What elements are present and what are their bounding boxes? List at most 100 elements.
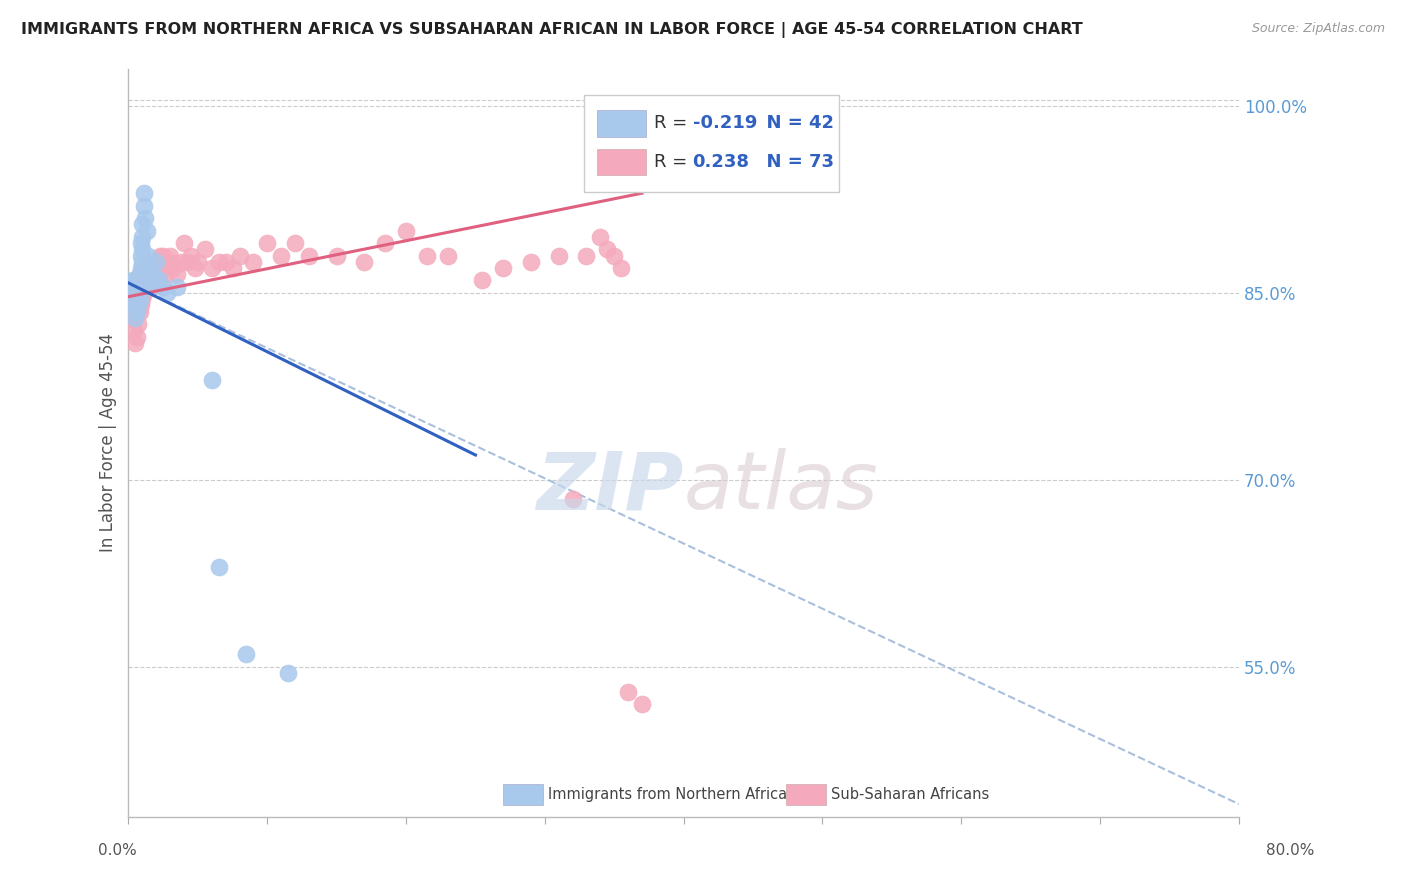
FancyBboxPatch shape: [598, 149, 645, 176]
Point: [125, 329, 148, 343]
Point: [121, 273, 143, 287]
Point: [166, 267, 188, 281]
Point: [150, 260, 173, 275]
Point: [120, 298, 142, 312]
Point: [208, 560, 231, 574]
Text: -0.219: -0.219: [693, 114, 756, 132]
Text: Immigrants from Northern Africa: Immigrants from Northern Africa: [548, 788, 787, 802]
Point: [138, 254, 160, 268]
Point: [120, 298, 142, 312]
Point: [156, 254, 179, 268]
Point: [201, 373, 224, 387]
Point: [127, 317, 149, 331]
Point: [547, 248, 569, 262]
Point: [132, 285, 155, 300]
Point: [131, 218, 153, 232]
Point: [135, 224, 157, 238]
Point: [129, 285, 152, 300]
Point: [416, 248, 439, 262]
Point: [242, 254, 264, 268]
Point: [187, 254, 209, 268]
Point: [201, 260, 224, 275]
Point: [194, 242, 217, 256]
Point: [131, 254, 153, 268]
Point: [124, 310, 146, 325]
Point: [284, 235, 307, 250]
Point: [124, 298, 146, 312]
Point: [129, 298, 152, 312]
Point: [136, 279, 159, 293]
Point: [603, 248, 626, 262]
Point: [184, 260, 207, 275]
Point: [173, 235, 195, 250]
Point: [153, 254, 176, 268]
Point: [152, 279, 174, 293]
Point: [146, 254, 169, 268]
Point: [138, 273, 160, 287]
Point: [129, 248, 152, 262]
Text: N = 73: N = 73: [754, 153, 834, 171]
Point: [159, 248, 181, 262]
Point: [162, 260, 184, 275]
Text: atlas: atlas: [683, 449, 879, 526]
Point: [128, 279, 150, 293]
Point: [131, 279, 153, 293]
Text: 80.0%: 80.0%: [1267, 843, 1315, 858]
FancyBboxPatch shape: [502, 784, 543, 805]
Text: R =: R =: [654, 153, 699, 171]
Point: [395, 224, 418, 238]
Point: [561, 491, 583, 506]
Point: [325, 248, 347, 262]
Point: [176, 254, 198, 268]
Text: N = 42: N = 42: [754, 114, 834, 132]
Point: [122, 292, 145, 306]
Point: [152, 248, 174, 262]
Point: [610, 260, 633, 275]
Point: [131, 292, 153, 306]
Point: [127, 298, 149, 312]
Point: [156, 285, 179, 300]
Point: [128, 292, 150, 306]
Point: [631, 698, 654, 712]
Point: [180, 248, 202, 262]
Point: [128, 304, 150, 318]
Point: [374, 235, 396, 250]
Point: [520, 254, 543, 268]
Point: [135, 260, 157, 275]
Point: [208, 254, 231, 268]
Point: [617, 685, 640, 699]
Point: [142, 267, 165, 281]
Point: [589, 229, 612, 244]
Point: [124, 292, 146, 306]
Point: [121, 285, 143, 300]
Point: [166, 279, 188, 293]
Point: [127, 273, 149, 287]
Point: [124, 273, 146, 287]
Point: [148, 267, 170, 281]
Point: [132, 186, 155, 201]
Point: [145, 260, 167, 275]
Point: [131, 242, 153, 256]
Point: [132, 199, 155, 213]
Point: [145, 254, 167, 268]
Point: [221, 260, 243, 275]
Text: R =: R =: [654, 114, 693, 132]
Text: Sub-Saharan Africans: Sub-Saharan Africans: [831, 788, 990, 802]
Point: [277, 666, 299, 681]
Point: [122, 279, 145, 293]
Point: [596, 242, 619, 256]
Point: [214, 254, 236, 268]
Point: [298, 248, 321, 262]
Y-axis label: In Labor Force | Age 45-54: In Labor Force | Age 45-54: [100, 333, 117, 552]
FancyBboxPatch shape: [583, 95, 839, 192]
Point: [155, 267, 177, 281]
Point: [128, 267, 150, 281]
FancyBboxPatch shape: [786, 784, 825, 805]
Point: [129, 235, 152, 250]
Point: [125, 292, 148, 306]
Point: [160, 254, 183, 268]
Point: [270, 248, 292, 262]
Point: [124, 335, 146, 350]
Point: [256, 235, 278, 250]
Point: [139, 260, 162, 275]
